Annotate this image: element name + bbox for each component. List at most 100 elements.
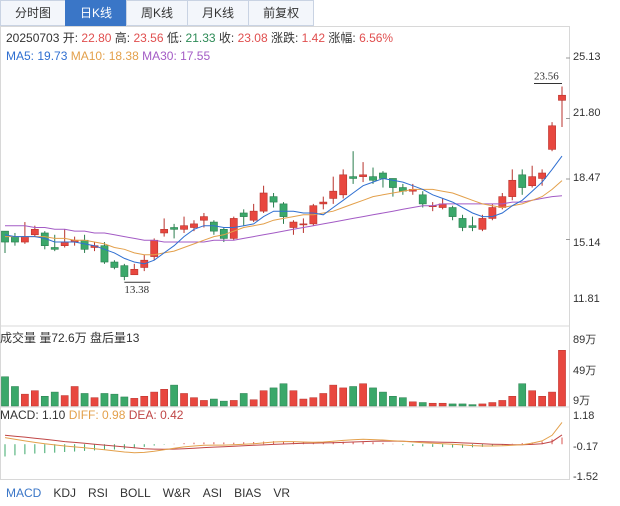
candle-body bbox=[369, 176, 377, 181]
candle-body bbox=[389, 178, 397, 188]
volume-bar bbox=[558, 350, 566, 407]
volume-bar bbox=[319, 393, 328, 407]
candle-body bbox=[299, 223, 308, 226]
tab-bias[interactable]: BIAS bbox=[234, 486, 262, 500]
volume-bar bbox=[408, 401, 417, 407]
volume-bar bbox=[80, 393, 89, 407]
volume-bar bbox=[130, 398, 139, 407]
low-annotation: 13.38 bbox=[124, 284, 149, 296]
volume-bar bbox=[90, 397, 99, 407]
chart-panel bbox=[0, 26, 570, 480]
close-value: 23.08 bbox=[237, 31, 268, 45]
candle-body bbox=[558, 94, 566, 101]
candle-body bbox=[329, 190, 338, 199]
dea-value: DEA: 0.42 bbox=[128, 408, 184, 422]
tab-rsi[interactable]: RSI bbox=[88, 486, 109, 500]
tab-wr[interactable]: W&R bbox=[162, 486, 191, 500]
volume-bar bbox=[219, 400, 228, 407]
period-tabs: 分时图 日K线 周K线 月K线 前复权 bbox=[0, 0, 315, 26]
volume-tick: 49万 bbox=[573, 365, 597, 377]
candle-body bbox=[468, 225, 477, 228]
candle-body bbox=[239, 212, 248, 217]
volume-bar bbox=[458, 403, 467, 407]
volume-bar bbox=[31, 390, 39, 407]
tab-kdj[interactable]: KDJ bbox=[53, 486, 77, 500]
candle-body bbox=[120, 265, 129, 277]
indicator-tabs: MACD KDJ RSI BOLL W&R ASI BIAS VR bbox=[0, 486, 296, 500]
candle-body bbox=[180, 225, 188, 230]
candle-body bbox=[190, 223, 198, 228]
ma30-label: MA30: 17.55 bbox=[142, 49, 211, 63]
volume-bar bbox=[70, 386, 79, 407]
volume-bar bbox=[359, 383, 367, 407]
volume-bar bbox=[279, 383, 288, 407]
volume-bar bbox=[229, 400, 238, 407]
candle-body bbox=[538, 172, 546, 179]
price-tick: 18.47 bbox=[573, 172, 601, 184]
volume-bar bbox=[389, 395, 397, 407]
volume-bar bbox=[50, 391, 59, 407]
macd-tick: -1.52 bbox=[573, 471, 599, 483]
volume-bar bbox=[120, 396, 129, 407]
tab-boll[interactable]: BOLL bbox=[120, 486, 151, 500]
volume-bar bbox=[399, 397, 407, 407]
volume-bar bbox=[448, 403, 457, 407]
volume-bar bbox=[528, 390, 536, 407]
macd-tick: -0.17 bbox=[573, 441, 599, 453]
candle-body bbox=[160, 229, 169, 234]
dea-line bbox=[4, 434, 563, 450]
tab-macd[interactable]: MACD bbox=[6, 486, 42, 500]
high-annotation: 23.56 bbox=[534, 71, 559, 83]
volume-bar bbox=[110, 393, 119, 407]
tab-asi[interactable]: ASI bbox=[202, 486, 223, 500]
open-value: 22.80 bbox=[81, 31, 112, 45]
candle-body bbox=[269, 196, 278, 203]
tab-monthly-k[interactable]: 月K线 bbox=[187, 0, 249, 26]
volume-bar bbox=[428, 402, 437, 407]
high-value: 23.56 bbox=[133, 31, 164, 45]
tab-weekly-k[interactable]: 周K线 bbox=[126, 0, 188, 26]
volume-bar bbox=[190, 397, 198, 407]
volume-bar bbox=[339, 387, 348, 407]
volume-bar bbox=[349, 386, 357, 407]
candle-body bbox=[478, 218, 487, 230]
volume-bar bbox=[309, 397, 318, 407]
volume-bar bbox=[538, 395, 546, 407]
diff-line bbox=[4, 422, 563, 454]
candle-body bbox=[488, 207, 497, 219]
ohlc-info: 20250703 开: 22.80 高: 23.56 低: 21.33 收: 2… bbox=[6, 31, 394, 45]
date-text: 20250703 bbox=[6, 31, 60, 45]
candle-body bbox=[11, 236, 19, 243]
low-value: 21.33 bbox=[185, 31, 216, 45]
candle-body bbox=[319, 201, 328, 205]
volume-bar bbox=[498, 400, 507, 407]
volume-bar bbox=[210, 398, 218, 407]
candle-body bbox=[60, 241, 69, 246]
tab-daily-k[interactable]: 日K线 bbox=[65, 0, 127, 26]
candle-body bbox=[339, 174, 348, 196]
candle-body bbox=[349, 176, 358, 179]
candle-body bbox=[130, 268, 139, 276]
volume-bar bbox=[11, 386, 19, 407]
price-tick: 11.81 bbox=[573, 293, 600, 305]
candle-body bbox=[548, 125, 556, 150]
volume-bar bbox=[548, 391, 556, 407]
tab-intraday[interactable]: 分时图 bbox=[0, 0, 66, 26]
ma10-line bbox=[5, 180, 563, 256]
ma5-label: MA5: 19.73 bbox=[6, 49, 68, 63]
candle-body bbox=[508, 179, 517, 197]
volume-bar bbox=[379, 391, 387, 407]
tab-vr[interactable]: VR bbox=[273, 486, 291, 500]
change-value: 1.42 bbox=[301, 31, 326, 45]
price-tick: 21.80 bbox=[573, 107, 601, 119]
volume-bar bbox=[160, 389, 168, 407]
candle-body bbox=[21, 236, 29, 243]
candle-body bbox=[279, 203, 288, 217]
volume-bar bbox=[299, 398, 308, 407]
ma10-label: MA10: 18.38 bbox=[70, 49, 139, 63]
ma5-line bbox=[4, 155, 563, 265]
volume-bar bbox=[438, 402, 447, 407]
volume-bar bbox=[269, 387, 278, 407]
tab-forward-adjusted[interactable]: 前复权 bbox=[248, 0, 315, 26]
candle-body bbox=[200, 216, 208, 221]
